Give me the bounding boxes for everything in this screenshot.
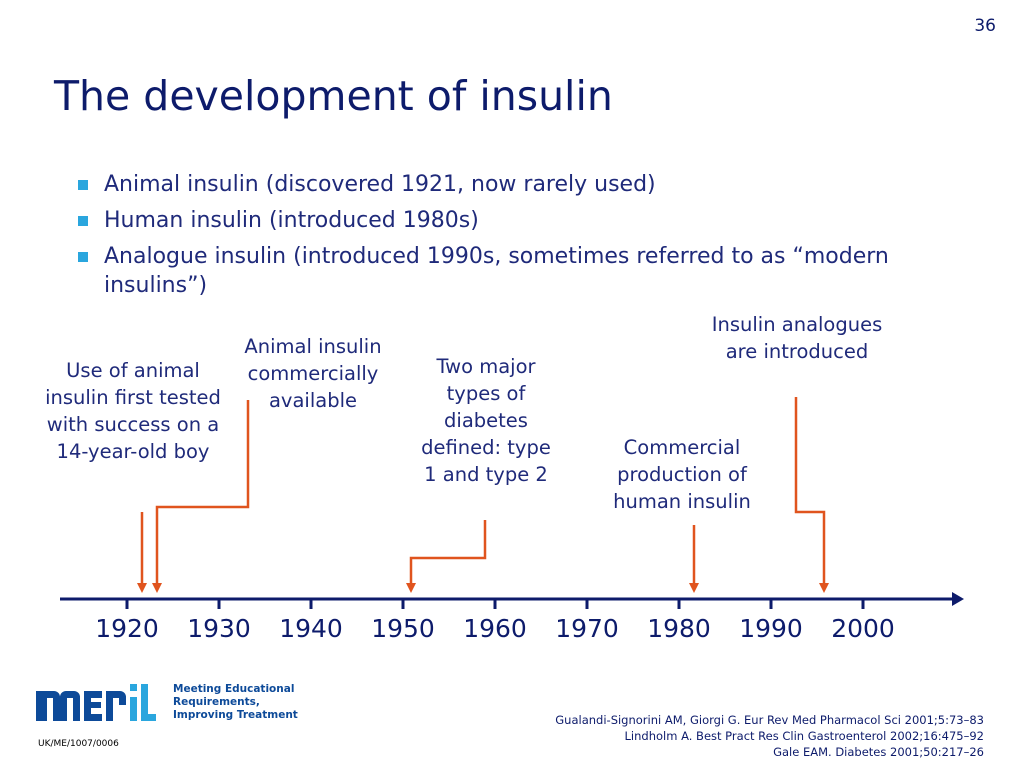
event-arrow-animal-available <box>152 400 250 593</box>
timeline-year-label: 1970 <box>555 614 619 643</box>
timeline-axis-arrow-icon <box>952 592 964 606</box>
timeline-year-label: 1940 <box>279 614 343 643</box>
timeline-year-label: 1930 <box>187 614 251 643</box>
timeline-year-labels: 1920 1930 1940 1950 1960 1970 1980 1990 2000 <box>0 614 1024 650</box>
logo-tagline-line: Meeting Educational <box>173 683 295 695</box>
bullet-list: Animal insulin (discovered 1921, now rar… <box>76 170 956 307</box>
timeline-year-label: 1990 <box>739 614 803 643</box>
reference-item: Gualandi-Signorini AM, Giorgi G. Eur Rev… <box>555 713 984 727</box>
bullet-square-icon <box>78 180 88 190</box>
bullet-item: Analogue insulin (introduced 1990s, some… <box>76 242 956 300</box>
bullet-square-icon <box>78 252 88 262</box>
reference-item: Lindholm A. Best Pract Res Clin Gastroen… <box>624 729 984 743</box>
event-arrow-diabetes-types <box>406 520 487 593</box>
slide-number: 36 <box>974 16 996 36</box>
event-label-first-test: Use of animal insulin first tested with … <box>45 359 221 463</box>
event-label-diabetes-types: Two major types of diabetes defined: typ… <box>421 355 551 486</box>
event-label-analogues: Insulin analogues are introduced <box>711 313 883 363</box>
timeline-year-label: 1960 <box>463 614 527 643</box>
timeline-year-label: 1950 <box>371 614 435 643</box>
slide-title: The development of insulin <box>54 72 613 120</box>
bullet-text: Human insulin (introduced 1980s) <box>104 208 479 233</box>
event-arrow-analogues <box>794 397 829 593</box>
bullet-item: Human insulin (introduced 1980s) <box>76 206 956 235</box>
references: Gualandi-Signorini AM, Giorgi G. Eur Rev… <box>555 712 984 760</box>
timeline-year-label: 2000 <box>831 614 895 643</box>
logo-tagline-line: Requirements, <box>173 696 260 708</box>
event-label-animal-available: Animal insulin commercially available <box>244 335 382 412</box>
event-arrows <box>137 397 829 593</box>
document-code: UK/ME/1007/0006 <box>38 739 119 749</box>
logo-tagline-line: Improving Treatment <box>173 709 298 721</box>
timeline-year-label: 1920 <box>95 614 159 643</box>
bullet-text: Animal insulin (discovered 1921, now rar… <box>104 172 656 197</box>
merit-logo-tagline: Meeting Educational Requirements, Improv… <box>173 683 298 722</box>
event-label-human-insulin: Commercial production of human insulin <box>613 436 751 513</box>
timeline-year-label: 1980 <box>647 614 711 643</box>
timeline-ticks <box>125 599 865 609</box>
reference-item: Gale EAM. Diabetes 2001;50:217–26 <box>773 745 984 759</box>
bullet-item: Animal insulin (discovered 1921, now rar… <box>76 170 956 199</box>
merit-logo <box>36 684 156 721</box>
timeline-axis <box>60 592 964 606</box>
bullet-square-icon <box>78 216 88 226</box>
bullet-text: Analogue insulin (introduced 1990s, some… <box>104 244 889 298</box>
